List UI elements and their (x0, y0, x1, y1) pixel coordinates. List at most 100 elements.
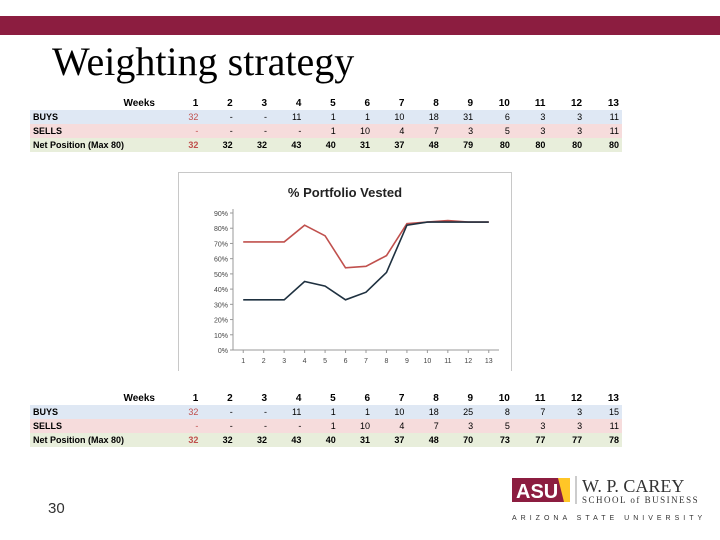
table-cell: 78 (585, 433, 622, 447)
week-header-cell: 10 (498, 97, 510, 109)
table-cell: - (201, 405, 236, 419)
table-cell: 11 (585, 419, 622, 433)
table-cell: 3 (548, 110, 586, 124)
week-header-cell: 7 (398, 97, 405, 109)
row-label: BUYS (30, 405, 167, 419)
week-header-cell: 1 (192, 392, 199, 404)
table-cell: 32 (201, 433, 236, 447)
week-header-cell: 8 (433, 97, 439, 109)
logo-line3: ARIZONA STATE UNIVERSITY (512, 515, 706, 522)
x-tick-label: 2 (262, 358, 266, 365)
logo-line2: SCHOOL of BUSINESS (582, 495, 699, 505)
table-cell: 7 (407, 124, 442, 138)
y-tick-label: 10% (214, 333, 228, 340)
table-cell: - (270, 419, 305, 433)
week-header-cell: 13 (607, 97, 619, 109)
table-cell: 11 (270, 110, 305, 124)
logo-mark-text: ASU (516, 481, 558, 503)
x-tick-label: 6 (344, 358, 348, 365)
week-header-cell: 9 (467, 392, 474, 404)
table-cell: 31 (338, 138, 374, 152)
table-cell: 1 (304, 405, 339, 419)
page-number: 30 (48, 500, 65, 517)
week-header-cell: 3 (261, 97, 268, 109)
table-cell: - (167, 124, 202, 138)
x-tick-label: 13 (485, 358, 493, 365)
week-header-cell: 10 (498, 392, 510, 404)
table-cell: 40 (304, 138, 339, 152)
table-cell: 48 (407, 138, 442, 152)
logo-line1: W. P. CAREY (582, 476, 684, 496)
table-cell: 11 (270, 405, 305, 419)
weeks-label: Weeks (123, 392, 155, 404)
row-label: BUYS (30, 110, 167, 124)
week-header-cell: 11 (534, 97, 546, 109)
week-header-cell: 4 (295, 392, 302, 404)
table-cell: - (235, 110, 271, 124)
table-cell: 10 (338, 419, 374, 433)
table-header-row: Weeks 1 2 3 4 5 6 7 8 9 10 11 12 13 (30, 96, 622, 110)
x-tick-label: 9 (405, 358, 409, 365)
row-label: Net Position (Max 80) (30, 138, 167, 152)
chart-frame: % Portfolio Vested 0% 10% 20% 30% 40% 50% 60% 7… (178, 172, 512, 371)
table-cell: 37 (373, 433, 408, 447)
table-cell: 31 (441, 110, 477, 124)
table-cell: 4 (373, 419, 408, 433)
table-cell: 32 (167, 433, 202, 447)
table-cell: 43 (270, 433, 305, 447)
week-header-cell: 12 (571, 392, 583, 404)
top-banner-band (0, 16, 720, 35)
x-tick-label: 7 (364, 358, 368, 365)
table-cell: 80 (476, 138, 513, 152)
table-cell: 31 (338, 433, 374, 447)
table-cell: 32 (235, 433, 271, 447)
table-cell: 48 (407, 433, 442, 447)
x-tick-label: 8 (385, 358, 389, 365)
table-row-buys: BUYS 32- -11 1 1 10 18 31 6 3 3 11 (30, 110, 622, 124)
table-cell: 3 (441, 419, 477, 433)
y-tick-label: 90% (214, 211, 228, 218)
table-cell: 80 (512, 138, 549, 152)
table-cell: 4 (373, 124, 408, 138)
table-cell: 11 (585, 124, 622, 138)
week-header-cell: 7 (398, 392, 405, 404)
table-cell: 70 (441, 433, 477, 447)
table-cell: 1 (304, 124, 339, 138)
table-cell: - (235, 124, 271, 138)
table-cell: 3 (548, 405, 586, 419)
week-header-cell: 13 (607, 392, 619, 404)
table-row-sells: SELLS - - - -1 10 4 7 3 5 3 3 11 (30, 419, 622, 433)
table-cell: 32 (167, 110, 202, 124)
y-tick-label: 0% (218, 348, 228, 355)
y-tick-label: 20% (214, 318, 228, 325)
week-header-cell: 8 (433, 392, 439, 404)
table-cell: 5 (476, 419, 513, 433)
y-tick-label: 40% (214, 287, 228, 294)
table-cell: 32 (167, 138, 202, 152)
table-row-sells: SELLS - - - -1 10 4 7 3 5 3 3 11 (30, 124, 622, 138)
week-header-cell: 12 (571, 97, 583, 109)
slide-title: Weighting strategy (52, 39, 355, 84)
y-tick-label: 50% (214, 272, 228, 279)
table-cell: 37 (373, 138, 408, 152)
table-cell: - (235, 419, 271, 433)
wp-carey-logo: ASU W. P. CAREY SCHOOL of BUSINESS ARIZO… (512, 476, 706, 522)
table-cell: 25 (441, 405, 477, 419)
week-header-cell: 6 (364, 392, 371, 404)
table-cell: 18 (407, 405, 442, 419)
week-header-cell: 6 (364, 97, 371, 109)
table-cell: 77 (512, 433, 549, 447)
table-row-net: Net Position (Max 80) 32 32 32 43 40 31 37 48 70 7… (30, 433, 622, 447)
x-tick-label: 10 (423, 358, 431, 365)
table-cell: 11 (585, 110, 622, 124)
table-cell: 3 (441, 124, 477, 138)
week-header-cell: 5 (330, 97, 336, 109)
series-line-1 (243, 219, 489, 269)
y-tick-label: 60% (214, 257, 228, 264)
table-row-buys: BUYS 32- -11 1 1 10 18 25 8 7 3 15 (30, 405, 622, 419)
asu-logo-mark: ASU (512, 478, 570, 503)
table-cell: 10 (373, 405, 408, 419)
table-cell: 1 (338, 110, 374, 124)
week-header-cell: 3 (261, 392, 268, 404)
table-cell: 32 (201, 138, 236, 152)
